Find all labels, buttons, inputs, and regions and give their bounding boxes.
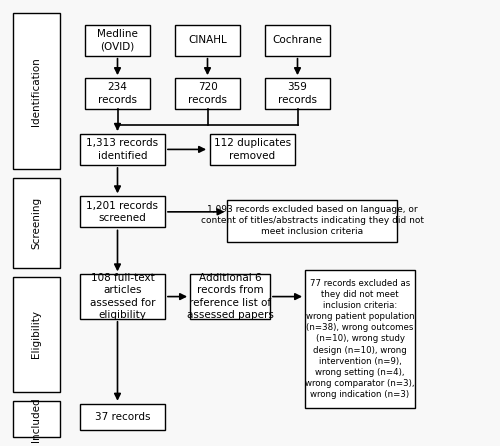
FancyBboxPatch shape xyxy=(175,78,240,109)
FancyBboxPatch shape xyxy=(80,274,165,319)
Text: Additional 6
records from
reference list of
assessed papers: Additional 6 records from reference list… xyxy=(186,273,274,320)
FancyBboxPatch shape xyxy=(80,134,165,165)
FancyBboxPatch shape xyxy=(80,196,165,227)
Text: 359
records: 359 records xyxy=(278,83,317,105)
FancyBboxPatch shape xyxy=(12,401,60,437)
Text: 37 records: 37 records xyxy=(95,412,150,422)
Text: 112 duplicates
removed: 112 duplicates removed xyxy=(214,138,291,161)
Text: Medline
(OVID): Medline (OVID) xyxy=(97,29,138,51)
Text: Included: Included xyxy=(32,397,42,442)
Text: 1,093 records excluded based on language, or
content of titles/abstracts indicat: 1,093 records excluded based on language… xyxy=(201,205,424,236)
Text: Screening: Screening xyxy=(32,197,42,249)
Text: 77 records excluded as
they did not meet
inclusion criteria:
wrong patient popul: 77 records excluded as they did not meet… xyxy=(305,279,415,399)
Text: 234
records: 234 records xyxy=(98,83,137,105)
Text: Cochrane: Cochrane xyxy=(272,35,322,45)
Text: 720
records: 720 records xyxy=(188,83,227,105)
FancyBboxPatch shape xyxy=(85,78,150,109)
FancyBboxPatch shape xyxy=(80,404,165,430)
Text: 108 full-text
articles
assessed for
eligibility: 108 full-text articles assessed for elig… xyxy=(90,273,155,320)
FancyBboxPatch shape xyxy=(12,178,60,268)
FancyBboxPatch shape xyxy=(265,78,330,109)
Text: 1,201 records
screened: 1,201 records screened xyxy=(86,201,158,223)
FancyBboxPatch shape xyxy=(265,25,330,56)
Text: Identification: Identification xyxy=(32,57,42,126)
FancyBboxPatch shape xyxy=(85,25,150,56)
FancyBboxPatch shape xyxy=(228,200,398,242)
FancyBboxPatch shape xyxy=(305,270,415,408)
Text: Eligibility: Eligibility xyxy=(32,310,42,359)
FancyBboxPatch shape xyxy=(190,274,270,319)
FancyBboxPatch shape xyxy=(12,13,60,169)
FancyBboxPatch shape xyxy=(12,277,60,392)
Text: 1,313 records
identified: 1,313 records identified xyxy=(86,138,158,161)
FancyBboxPatch shape xyxy=(210,134,295,165)
FancyBboxPatch shape xyxy=(175,25,240,56)
Text: CINAHL: CINAHL xyxy=(188,35,227,45)
